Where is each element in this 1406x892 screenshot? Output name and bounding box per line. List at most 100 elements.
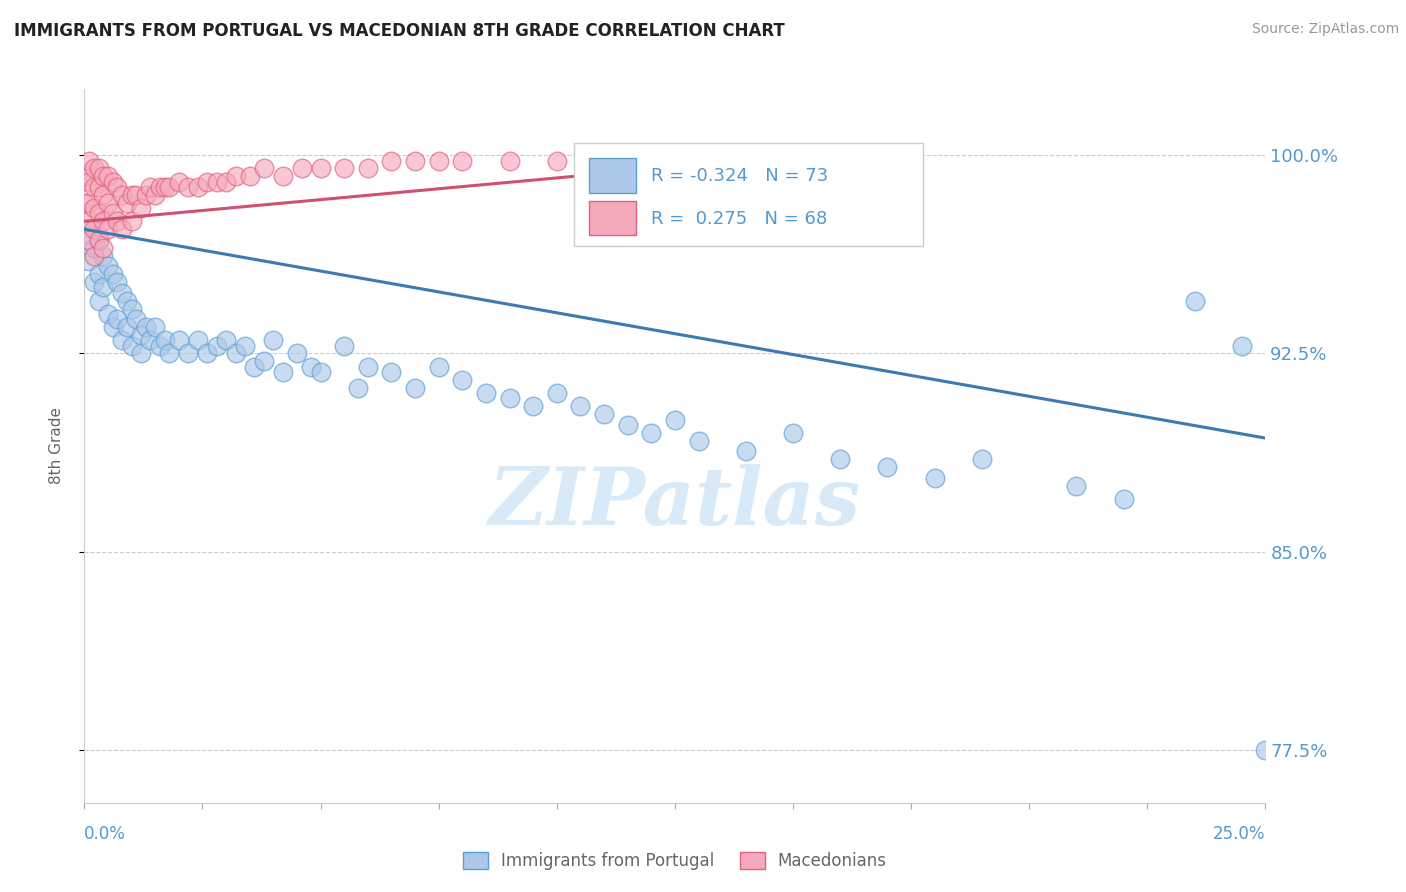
Point bbox=[121, 188, 143, 202]
Point bbox=[239, 169, 262, 184]
Point bbox=[688, 153, 710, 168]
Point bbox=[139, 333, 162, 347]
Point bbox=[970, 452, 993, 467]
Point bbox=[77, 254, 100, 268]
Point bbox=[83, 201, 105, 215]
Point bbox=[404, 153, 426, 168]
Point bbox=[876, 460, 898, 475]
Point bbox=[924, 471, 946, 485]
Point bbox=[107, 275, 129, 289]
Point bbox=[77, 153, 100, 168]
Point bbox=[593, 153, 616, 168]
Point bbox=[111, 333, 134, 347]
Point bbox=[830, 452, 852, 467]
Point bbox=[125, 312, 148, 326]
Point bbox=[115, 195, 138, 210]
Point bbox=[167, 175, 190, 189]
Point bbox=[135, 188, 157, 202]
Point bbox=[225, 346, 247, 360]
Point bbox=[87, 206, 110, 220]
FancyBboxPatch shape bbox=[589, 159, 636, 193]
Point bbox=[522, 400, 544, 414]
Point bbox=[177, 346, 200, 360]
Point bbox=[157, 346, 180, 360]
Point bbox=[77, 233, 100, 247]
Text: IMMIGRANTS FROM PORTUGAL VS MACEDONIAN 8TH GRADE CORRELATION CHART: IMMIGRANTS FROM PORTUGAL VS MACEDONIAN 8… bbox=[14, 22, 785, 40]
Point bbox=[782, 425, 804, 440]
Point bbox=[1112, 491, 1135, 506]
Point bbox=[187, 333, 209, 347]
Point bbox=[262, 333, 284, 347]
Point bbox=[87, 267, 110, 281]
Point bbox=[83, 222, 105, 236]
Point bbox=[1254, 743, 1277, 757]
Point bbox=[498, 392, 520, 406]
Point bbox=[285, 346, 308, 360]
Point bbox=[357, 359, 380, 374]
Point bbox=[205, 175, 228, 189]
Point bbox=[111, 285, 134, 300]
Point bbox=[333, 338, 356, 352]
Point bbox=[380, 365, 402, 379]
Point bbox=[87, 180, 110, 194]
Point bbox=[83, 249, 105, 263]
Point bbox=[73, 169, 96, 184]
Point bbox=[97, 260, 120, 274]
Point bbox=[87, 293, 110, 308]
Point bbox=[451, 373, 474, 387]
Point bbox=[101, 267, 124, 281]
Legend: Immigrants from Portugal, Macedonians: Immigrants from Portugal, Macedonians bbox=[457, 845, 893, 877]
Point bbox=[83, 161, 105, 176]
Point bbox=[153, 180, 176, 194]
Point bbox=[167, 333, 190, 347]
Point bbox=[73, 195, 96, 210]
Point bbox=[101, 206, 124, 220]
Point bbox=[271, 365, 294, 379]
Point bbox=[135, 320, 157, 334]
Point bbox=[271, 169, 294, 184]
Point bbox=[498, 153, 520, 168]
Point bbox=[87, 233, 110, 247]
Point bbox=[347, 381, 370, 395]
Point bbox=[91, 169, 114, 184]
Point bbox=[195, 346, 218, 360]
Point bbox=[215, 175, 238, 189]
Point bbox=[107, 312, 129, 326]
Point bbox=[101, 320, 124, 334]
Point bbox=[309, 365, 332, 379]
Point bbox=[91, 249, 114, 263]
FancyBboxPatch shape bbox=[575, 143, 922, 246]
Point bbox=[215, 333, 238, 347]
Point bbox=[111, 188, 134, 202]
Text: Source: ZipAtlas.com: Source: ZipAtlas.com bbox=[1251, 22, 1399, 37]
Point bbox=[187, 180, 209, 194]
Point bbox=[195, 175, 218, 189]
Point bbox=[380, 153, 402, 168]
Point bbox=[111, 222, 134, 236]
Point bbox=[91, 280, 114, 294]
Y-axis label: 8th Grade: 8th Grade bbox=[49, 408, 63, 484]
Point bbox=[427, 359, 450, 374]
Point bbox=[153, 333, 176, 347]
Point bbox=[546, 153, 568, 168]
Point bbox=[734, 153, 756, 168]
Point bbox=[121, 301, 143, 316]
Point bbox=[129, 201, 152, 215]
Point bbox=[139, 180, 162, 194]
Point bbox=[77, 227, 100, 242]
Point bbox=[225, 169, 247, 184]
Text: R = -0.324   N = 73: R = -0.324 N = 73 bbox=[651, 168, 828, 186]
Point bbox=[664, 412, 686, 426]
Point bbox=[129, 346, 152, 360]
Point bbox=[1066, 478, 1088, 492]
Point bbox=[83, 180, 105, 194]
Text: 25.0%: 25.0% bbox=[1213, 825, 1265, 843]
Point bbox=[333, 161, 356, 176]
Point bbox=[1184, 293, 1206, 308]
Point bbox=[243, 359, 266, 374]
Point bbox=[97, 195, 120, 210]
Point bbox=[101, 175, 124, 189]
Point bbox=[77, 195, 100, 210]
Point bbox=[129, 328, 152, 343]
Point bbox=[121, 338, 143, 352]
